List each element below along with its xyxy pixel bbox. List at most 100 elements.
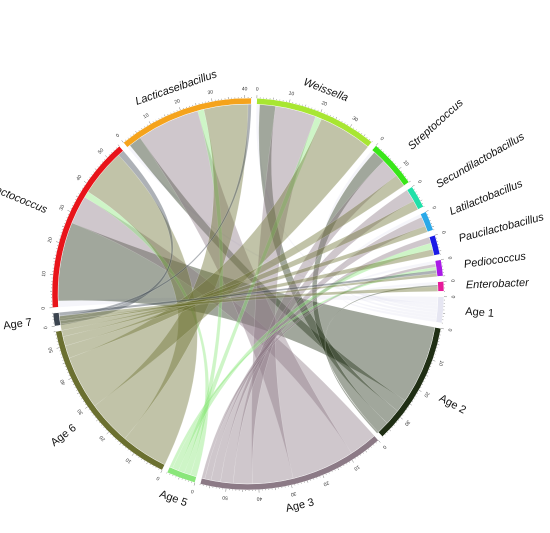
tick-weissella-34 <box>361 133 363 135</box>
tick-lactococcus-51 <box>108 154 110 156</box>
tick-secundilactobacillus-5 <box>420 199 423 202</box>
tick-label-lactococcus-20: 20 <box>47 236 54 243</box>
tick-weissella-33 <box>358 131 360 133</box>
sector-arc-pediococcus <box>434 259 444 277</box>
sector-arc-age-3 <box>199 435 379 491</box>
sector-arc-enterobacter <box>437 281 445 292</box>
tick-secundilactobacillus-1 <box>413 188 415 190</box>
tick-streptococcus-2 <box>380 149 382 151</box>
tick-age-6-26 <box>94 417 96 419</box>
ribbon-layer <box>57 103 439 485</box>
sector-label-age-7: Age 7 <box>3 317 33 333</box>
tick-age-2-37 <box>384 434 386 436</box>
tick-label-age-3-50: 50 <box>222 494 228 501</box>
tick-lactococcus-41 <box>87 179 89 181</box>
tick-label-weissella-20: 20 <box>320 100 328 108</box>
tick-label-lactococcus-40: 40 <box>75 174 83 182</box>
sector-arc-weissella <box>256 97 373 148</box>
sector-label-age-1: Age 1 <box>465 306 495 320</box>
tick-lacticaseibacillus-15 <box>164 114 166 117</box>
sector-arc-streptococcus <box>371 145 410 186</box>
tick-age-6-12 <box>127 449 129 451</box>
tick-streptococcus-0 <box>375 143 379 146</box>
tick-age-3-2 <box>373 444 375 446</box>
tick-label-age-3-20: 20 <box>322 479 330 487</box>
tick-age-3-8 <box>357 456 359 458</box>
tick-label-weissella-30: 30 <box>351 115 359 123</box>
tick-age-6-8 <box>138 456 140 458</box>
tick-age-3-3 <box>370 446 372 448</box>
tick-age-2-0 <box>440 328 444 330</box>
tick-age-6-40 <box>68 378 72 380</box>
tick-weissella-30 <box>350 124 353 127</box>
tick-label-enterobacter-0: 0 <box>449 279 455 282</box>
tick-weissella-36 <box>366 137 368 139</box>
tick-lacticaseibacillus-6 <box>138 129 140 131</box>
tick-lactococcus-52 <box>111 152 113 153</box>
tick-age-6-32 <box>83 401 85 402</box>
tick-label-age-2-0: 0 <box>446 328 452 332</box>
tick-label-age-6-50: 50 <box>47 346 54 353</box>
tick-age-3-20 <box>322 475 325 478</box>
sector-label-age-3: Age 3 <box>285 496 316 515</box>
tick-age-2-30 <box>400 417 403 420</box>
sector-arc-lactococcus <box>51 145 124 308</box>
sector-arc-secundilactobacillus <box>406 186 424 210</box>
ribbon-lacticaseibacillus-to-age-6 <box>94 103 249 439</box>
tick-age-6-14 <box>122 445 124 447</box>
tick-age-6-34 <box>79 395 81 397</box>
sector-label-paucilactobacillus: Paucilactobacillus <box>457 211 545 245</box>
tick-age-6-22 <box>103 427 105 429</box>
tick-label-lactococcus-30: 30 <box>58 204 66 212</box>
tick-layer: 0 10 20 30 40 50 0 10 20 30 40 0 10 20 30 0 10 0 0 0 0 0 0 0 10 2… <box>41 86 456 501</box>
tick-age-2-31 <box>398 419 400 421</box>
sector-label-age-5: Age 5 <box>158 488 189 509</box>
tick-streptococcus-10 <box>398 167 402 170</box>
tick-lactococcus-30 <box>67 210 71 212</box>
tick-age-6-18 <box>112 436 114 438</box>
tick-lacticaseibacillus-9 <box>147 124 148 126</box>
tick-age-2-34 <box>391 427 393 429</box>
tick-weissella-32 <box>355 129 357 131</box>
tick-lacticaseibacillus-25 <box>195 103 197 106</box>
tick-age-2-26 <box>408 406 410 408</box>
tick-label-lacticaseibacillus-20: 20 <box>174 98 181 106</box>
tick-label-age-1-0: 0 <box>450 295 456 298</box>
tick-age-6-50 <box>56 347 60 349</box>
tick-lactococcus-40 <box>83 181 87 184</box>
sector-arc-paucilactobacillus <box>428 234 441 256</box>
tick-age-2-27 <box>406 409 408 411</box>
tick-lactococcus-55 <box>117 144 120 147</box>
tick-age-6-9 <box>135 455 137 457</box>
tick-age-6-29 <box>88 409 90 411</box>
tick-lactococcus-49 <box>104 159 106 161</box>
tick-lactococcus-46 <box>97 166 99 168</box>
tick-streptococcus-14 <box>406 178 408 180</box>
tick-lactococcus-20 <box>55 241 59 243</box>
tick-age-2-35 <box>389 429 392 432</box>
tick-age-2-22 <box>415 395 417 397</box>
tick-label-weissella-0: 0 <box>256 86 259 92</box>
tick-streptococcus-3 <box>383 151 385 153</box>
tick-streptococcus-7 <box>392 160 394 162</box>
tick-age-3-7 <box>360 454 362 456</box>
tick-lacticaseibacillus-30 <box>211 98 213 102</box>
sector-arc-layer <box>51 97 445 491</box>
tick-age-6-27 <box>92 414 94 416</box>
tick-label-streptococcus-0: 0 <box>379 136 385 143</box>
tick-streptococcus-13 <box>405 176 407 177</box>
tick-label-streptococcus-10: 10 <box>402 159 410 167</box>
tick-latilactobacillus-0 <box>425 210 429 212</box>
tick-lactococcus-48 <box>101 161 103 163</box>
tick-lactococcus-37 <box>80 190 82 192</box>
tick-weissella-29 <box>347 124 349 126</box>
sector-label-latilactobacillus: Latilactobacillus <box>448 178 525 218</box>
tick-age-2-28 <box>404 411 406 413</box>
tick-lactococcus-54 <box>116 147 117 149</box>
tick-weissella-25 <box>335 116 337 119</box>
tick-age-6-0 <box>160 470 163 473</box>
sector-arc-age-1 <box>435 296 445 324</box>
tick-paucilactobacillus-0 <box>434 234 438 236</box>
tick-secundilactobacillus-2 <box>415 191 417 193</box>
tick-age-2-36 <box>387 431 388 433</box>
